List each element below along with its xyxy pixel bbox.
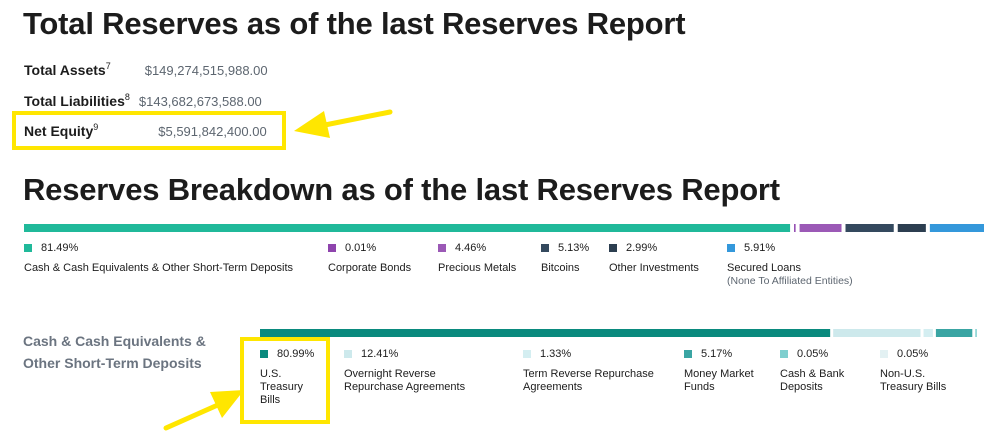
legend-percent: 0.05% [897,348,929,360]
bar-segment-1-2[interactable] [923,329,933,337]
bar-segment-0-5[interactable] [929,224,984,232]
legend-item-1-4: 0.05% Cash & Bank Deposits [780,347,844,394]
legend-percent: 5.91% [744,242,776,254]
total-assets-value: $149,274,515,988.00 [144,63,268,78]
legend-item-1-3: 5.17% Money Market Funds [684,347,754,394]
footnote-8[interactable]: 8 [124,92,130,102]
legend-percent: 0.01% [345,242,377,254]
total-liabilities-value: $143,682,673,588.00 [138,94,262,109]
legend-percent: 1.33% [540,348,572,360]
legend-item-0-3: 5.13% Bitcoins [541,241,589,275]
legend-label: Precious Metals [438,262,517,274]
bar-segment-0-0[interactable] [24,224,791,232]
legend-swatch [880,350,888,358]
legend-label: Secured Loans [727,262,801,274]
legend-label: Term Reverse Repurchase Agreements [523,368,654,393]
legend-label: Cash & Bank Deposits [780,368,845,393]
legend-label: Bitcoins [541,262,580,274]
legend-percent: 80.99% [277,348,315,360]
bar-segment-0-3[interactable] [845,224,894,232]
reserves-breakdown-bar [24,224,984,232]
footnote-9[interactable]: 9 [93,122,99,132]
legend-label: Corporate Bonds [328,262,412,274]
legend-swatch [328,244,336,252]
legend-swatch [438,244,446,252]
reserves-breakdown-title: Reserves Breakdown as of the last Reserv… [23,172,780,207]
legend-swatch [541,244,549,252]
bar-segment-0-4[interactable] [897,224,926,232]
legend-item-0-0: 81.49% Cash & Cash Equivalents & Other Sh… [24,241,293,275]
net-equity-highlight-box [12,111,286,150]
legend-percent: 12.41% [361,348,399,360]
bar-segment-1-4[interactable] [975,329,977,337]
legend-swatch [684,350,692,358]
legend-item-0-4: 2.99% Other Investments [609,241,699,275]
legend-item-1-1: 12.41% Overnight Reverse Repurchase Agree… [344,347,465,394]
legend-item-1-5: 0.05% Non-U.S. Treasury Bills [880,347,946,394]
legend-label: U.S. Treasury Bills [260,368,303,406]
cash-equivalents-bar [260,329,977,337]
cash-equivalents-section-label: Cash & Cash Equivalents & Other Short-Te… [23,333,206,371]
legend-item-0-5: 5.91% Secured Loans (None To Affiliated En… [727,241,853,288]
legend-swatch [727,244,735,252]
legend-swatch [260,350,268,358]
bar-segment-1-1[interactable] [833,329,921,337]
legend-sublabel: (None To Affiliated Entities) [727,275,853,287]
legend-percent: 4.46% [455,242,487,254]
total-reserves-title: Total Reserves as of the last Reserves R… [23,6,686,41]
legend-percent: 0.05% [797,348,829,360]
net-equity-value: $5,591,842,400.00 [158,124,267,139]
legend-item-0-1: 0.01% Corporate Bonds [328,241,411,275]
net-equity-row: Net Equity9 $5,591,842,400.00 [24,122,267,142]
legend-swatch [609,244,617,252]
legend-item-1-2: 1.33% Term Reverse Repurchase Agreements [523,347,654,394]
legend-swatch [523,350,531,358]
total-assets-row: Total Assets7 $149,274,515,988.00 [24,61,268,81]
bar-segment-1-0[interactable] [260,329,831,337]
legend-percent: 5.17% [701,348,733,360]
legend-item-0-2: 4.46% Precious Metals [438,241,516,275]
legend-item-1-0: 80.99% U.S. Treasury Bills [260,347,314,407]
legend-label: Money Market Funds [684,368,754,393]
footnote-7[interactable]: 7 [105,61,111,71]
legend-percent: 2.99% [626,242,658,254]
legend-swatch [780,350,788,358]
treasury-bills-highlight-box [240,337,330,424]
legend-label: Cash & Cash Equivalents & Other Short-Te… [24,262,294,274]
legend-label: Other Investments [609,262,699,274]
legend-label: Overnight Reverse Repurchase Agreements [344,368,466,393]
legend-percent: 81.49% [41,242,79,254]
legend-swatch [24,244,32,252]
bar-segment-0-1[interactable] [794,224,796,232]
total-liabilities-label: Total Liabilities8 [24,92,130,109]
legend-swatch [344,350,352,358]
net-equity-arrow-icon [294,109,393,138]
total-assets-label: Total Assets7 [24,61,111,78]
total-liabilities-row: Total Liabilities8 $143,682,673,588.00 [24,92,262,112]
bar-segment-1-3[interactable] [935,329,973,337]
treasury-bills-arrow-icon [163,390,244,431]
bar-segment-0-2[interactable] [799,224,842,232]
net-equity-label: Net Equity9 [24,122,99,139]
legend-percent: 5.13% [558,242,590,254]
legend-label: Non-U.S. Treasury Bills [880,368,947,393]
